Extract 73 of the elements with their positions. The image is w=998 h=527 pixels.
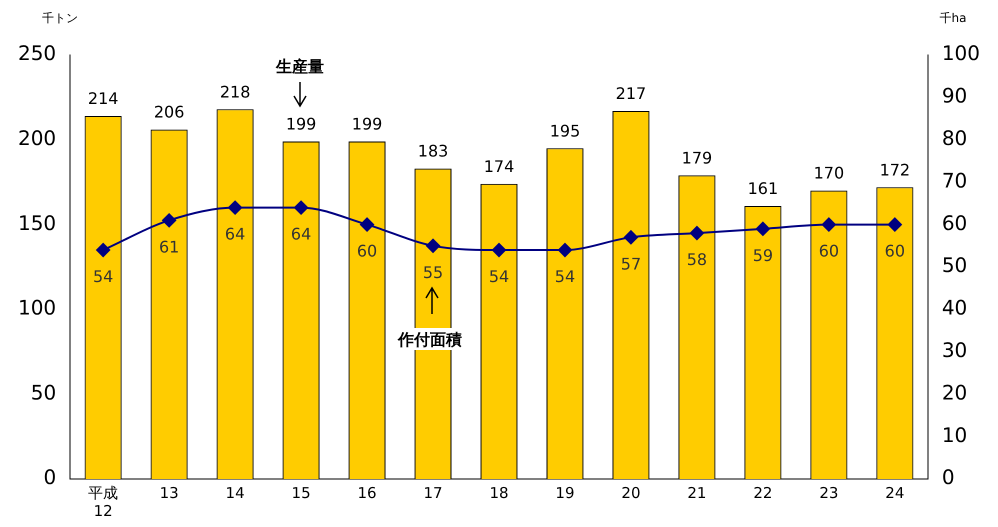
y-tick-label: 0 <box>43 465 56 490</box>
point <box>822 218 836 232</box>
y2-tick-label: 90 <box>942 84 968 108</box>
data-label: 161 <box>748 178 778 198</box>
data-label: 218 <box>220 82 250 102</box>
data-label: 195 <box>550 121 580 140</box>
y2-tick-label: 100 <box>942 41 980 66</box>
y2-tick-label: 20 <box>942 380 968 404</box>
x-tick-label: 19 <box>555 484 575 502</box>
data-label: 54 <box>488 267 510 286</box>
point <box>558 243 572 258</box>
point <box>96 243 110 258</box>
x-tick-label: 13 <box>160 484 179 502</box>
y2-tick-label: 30 <box>942 338 968 362</box>
data-label: 59 <box>752 246 774 265</box>
data-label: 60 <box>356 242 378 261</box>
point <box>492 243 506 258</box>
data-label: 55 <box>422 262 444 282</box>
x-tick-label: 16 <box>358 484 377 502</box>
point <box>624 230 638 244</box>
y2-tick-label: 70 <box>942 168 968 192</box>
y2-tick-label: 10 <box>942 422 968 447</box>
y2-tick-label: 50 <box>942 253 968 278</box>
point <box>426 238 440 253</box>
data-label: 199 <box>352 114 382 134</box>
data-label: 64 <box>224 224 246 244</box>
data-label: 57 <box>620 254 642 274</box>
x-tick-label: 平成 12 <box>88 484 118 520</box>
y-tick-label: 200 <box>18 126 56 150</box>
x-tick-label: 14 <box>226 484 245 502</box>
x-tick-label: 21 <box>687 484 706 502</box>
data-label: 183 <box>418 142 448 161</box>
data-label: 61 <box>158 237 180 256</box>
data-label: 174 <box>484 156 514 176</box>
data-label: 217 <box>616 84 646 103</box>
x-tick-label: 24 <box>885 484 904 502</box>
point <box>756 222 770 236</box>
data-label: 199 <box>286 114 316 134</box>
y-tick-label: 250 <box>18 41 56 66</box>
y-tick-label: 100 <box>18 296 56 320</box>
data-label: 54 <box>554 267 576 286</box>
y2-tick-label: 0 <box>942 465 955 490</box>
annotation: 生産量 <box>275 57 324 76</box>
data-label: 170 <box>814 164 844 183</box>
annotation: 作付面積 <box>397 330 462 349</box>
data-label: 54 <box>92 267 114 286</box>
y-tick-label: 150 <box>18 210 56 235</box>
y2-tick-label: 60 <box>942 210 968 235</box>
data-label: 172 <box>880 160 910 180</box>
y2-tick-label: 40 <box>942 296 968 320</box>
point <box>888 218 902 232</box>
data-label: 206 <box>154 102 184 122</box>
y2-tick-label: 80 <box>942 126 968 150</box>
point <box>690 226 704 240</box>
data-label: 60 <box>884 242 906 261</box>
x-tick-label: 17 <box>423 484 443 502</box>
point <box>162 213 176 228</box>
x-tick-label: 18 <box>489 484 509 502</box>
x-tick-label: 22 <box>753 484 772 502</box>
x-tick-label: 20 <box>621 484 640 502</box>
y2-axis-title: 千ha <box>940 11 966 25</box>
y-axis-title: 千トン <box>42 11 78 25</box>
data-label: 64 <box>290 224 312 244</box>
y-tick-label: 50 <box>30 380 56 404</box>
point <box>360 218 374 232</box>
data-label: 179 <box>682 148 712 168</box>
data-label: 60 <box>818 242 840 261</box>
point <box>294 200 308 215</box>
point <box>228 200 242 215</box>
data-label: 58 <box>686 250 708 270</box>
data-label: 214 <box>88 89 118 108</box>
x-tick-label: 15 <box>292 484 311 502</box>
x-tick-label: 23 <box>819 484 838 502</box>
